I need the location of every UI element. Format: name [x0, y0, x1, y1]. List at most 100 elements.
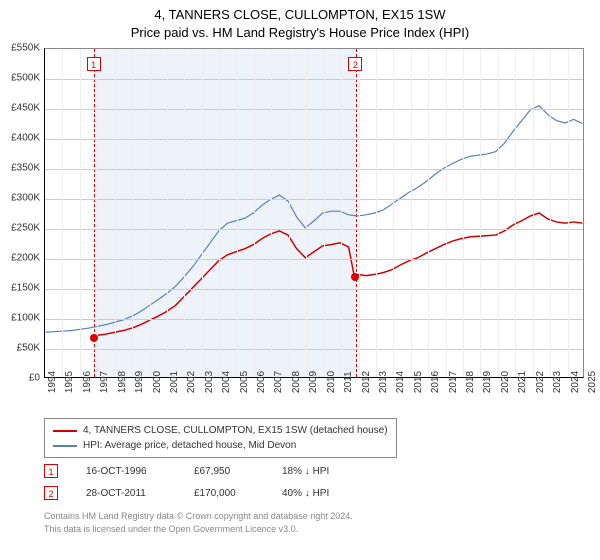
gridline-v [80, 49, 81, 377]
y-axis-label: £0 [0, 373, 40, 384]
gridline-v [480, 49, 481, 377]
x-axis-label: 1999 [134, 371, 145, 393]
sale-marker-box: 1 [87, 57, 101, 71]
y-axis-label: £500K [0, 73, 40, 84]
x-axis-label: 2008 [291, 371, 302, 393]
legend: 4, TANNERS CLOSE, CULLOMPTON, EX15 1SW (… [44, 418, 397, 458]
x-axis-label: 1994 [47, 371, 58, 393]
x-axis-label: 2000 [152, 371, 163, 393]
gridline-v [115, 49, 116, 377]
x-axis-label: 2018 [465, 371, 476, 393]
gridline-v [202, 49, 203, 377]
y-axis-label: £200K [0, 253, 40, 264]
gridline-h [45, 229, 583, 230]
gridline-v [167, 49, 168, 377]
gridline-v [62, 49, 63, 377]
sale-diff: 18% ↓ HPI [282, 466, 362, 477]
gridline-h [45, 259, 583, 260]
gridline-h [45, 139, 583, 140]
plot-area: 12 [44, 48, 584, 378]
gridline-v [446, 49, 447, 377]
legend-swatch [53, 445, 77, 447]
sale-marker-box: 2 [348, 57, 362, 71]
gridline-v [237, 49, 238, 377]
gridline-h [45, 319, 583, 320]
y-axis-label: £350K [0, 163, 40, 174]
sale-price: £67,950 [194, 466, 254, 477]
y-axis-label: £300K [0, 193, 40, 204]
y-axis-label: £550K [0, 43, 40, 54]
x-axis-label: 2016 [430, 371, 441, 393]
sales-table: 1 16-OCT-1996 £67,950 18% ↓ HPI 2 28-OCT-2011… [44, 460, 362, 504]
x-axis-label: 2017 [448, 371, 459, 393]
sale-index-box: 2 [44, 486, 58, 500]
footer-attribution: Contains HM Land Registry data © Crown c… [44, 510, 353, 535]
x-axis-label: 2019 [482, 371, 493, 393]
x-axis-label: 2004 [221, 371, 232, 393]
legend-row: HPI: Average price, detached house, Mid … [53, 438, 388, 453]
x-axis-label: 2020 [500, 371, 511, 393]
gridline-v [463, 49, 464, 377]
x-axis-label: 1996 [82, 371, 93, 393]
gridline-h [45, 169, 583, 170]
y-axis-label: £150K [0, 283, 40, 294]
chart-container: 4, TANNERS CLOSE, CULLOMPTON, EX15 1SW P… [0, 0, 600, 560]
x-axis-label: 2011 [343, 371, 354, 393]
sales-row: 228-OCT-2011£170,00040% ↓ HPI [44, 482, 362, 504]
x-axis-label: 2006 [256, 371, 267, 393]
x-axis-label: 2003 [204, 371, 215, 393]
x-axis-label: 2025 [587, 371, 598, 393]
x-axis-label: 2024 [570, 371, 581, 393]
x-axis-label: 2001 [169, 371, 180, 393]
y-axis-label: £250K [0, 223, 40, 234]
y-axis-label: £100K [0, 313, 40, 324]
gridline-v [393, 49, 394, 377]
x-axis-label: 2013 [378, 371, 389, 393]
sale-dot [90, 334, 98, 342]
x-axis-label: 2002 [186, 371, 197, 393]
x-axis-label: 1998 [117, 371, 128, 393]
x-axis-label: 2009 [308, 371, 319, 393]
gridline-v [359, 49, 360, 377]
sale-date: 28-OCT-2011 [86, 488, 166, 499]
x-axis-label: 2015 [413, 371, 424, 393]
gridline-v [150, 49, 151, 377]
gridline-v [289, 49, 290, 377]
x-axis-label: 2022 [535, 371, 546, 393]
sale-index-box: 1 [44, 464, 58, 478]
sale-price: £170,000 [194, 488, 254, 499]
footer-line2: This data is licensed under the Open Gov… [44, 524, 298, 534]
gridline-v [428, 49, 429, 377]
sale-date: 16-OCT-1996 [86, 466, 166, 477]
gridline-h [45, 289, 583, 290]
gridline-v [184, 49, 185, 377]
gridline-v [306, 49, 307, 377]
x-axis-label: 2005 [239, 371, 250, 393]
footer-line1: Contains HM Land Registry data © Crown c… [44, 511, 353, 521]
gridline-v [219, 49, 220, 377]
y-axis-label: £450K [0, 103, 40, 114]
gridline-v [324, 49, 325, 377]
sale-dot [351, 273, 359, 281]
x-axis-label: 2010 [326, 371, 337, 393]
x-axis-label: 2014 [395, 371, 406, 393]
gridline-v [132, 49, 133, 377]
gridline-h [45, 109, 583, 110]
gridline-v [568, 49, 569, 377]
x-axis-label: 1997 [99, 371, 110, 393]
gridline-v [411, 49, 412, 377]
gridline-v [97, 49, 98, 377]
gridline-h [45, 199, 583, 200]
x-axis-label: 2007 [273, 371, 284, 393]
gridline-v [550, 49, 551, 377]
gridline-v [498, 49, 499, 377]
y-axis-label: £400K [0, 133, 40, 144]
x-axis-label: 2021 [517, 371, 528, 393]
gridline-h [45, 79, 583, 80]
gridline-v [341, 49, 342, 377]
legend-row: 4, TANNERS CLOSE, CULLOMPTON, EX15 1SW (… [53, 423, 388, 438]
legend-swatch [53, 430, 77, 432]
line-layer [45, 49, 583, 377]
gridline-v [515, 49, 516, 377]
y-axis-label: £50K [0, 343, 40, 354]
